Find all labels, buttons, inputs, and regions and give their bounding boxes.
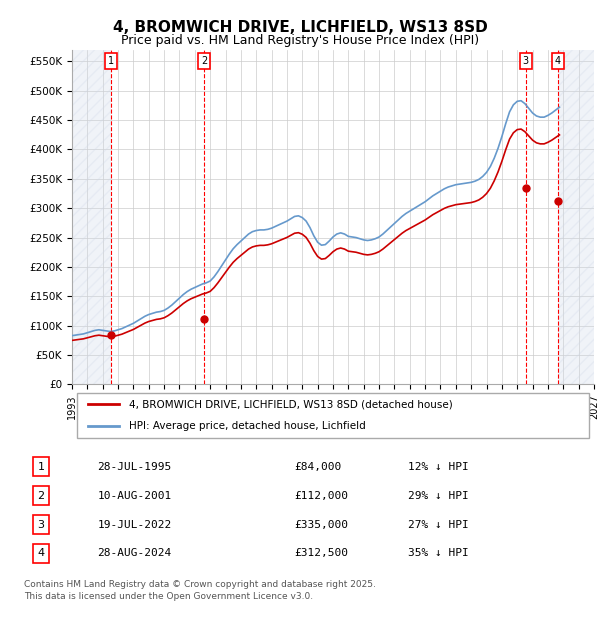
Text: 2: 2 <box>201 56 208 66</box>
Bar <box>558 50 594 384</box>
Text: 19-JUL-2022: 19-JUL-2022 <box>97 520 172 529</box>
Text: HPI: Average price, detached house, Lichfield: HPI: Average price, detached house, Lich… <box>130 422 366 432</box>
Text: 29% ↓ HPI: 29% ↓ HPI <box>407 490 468 500</box>
Text: Contains HM Land Registry data © Crown copyright and database right 2025.
This d: Contains HM Land Registry data © Crown c… <box>24 580 376 601</box>
Text: 4, BROMWICH DRIVE, LICHFIELD, WS13 8SD (detached house): 4, BROMWICH DRIVE, LICHFIELD, WS13 8SD (… <box>130 399 453 409</box>
Text: 4, BROMWICH DRIVE, LICHFIELD, WS13 8SD: 4, BROMWICH DRIVE, LICHFIELD, WS13 8SD <box>113 20 487 35</box>
Text: 1: 1 <box>37 462 44 472</box>
Text: 28-JUL-1995: 28-JUL-1995 <box>97 462 172 472</box>
Text: £84,000: £84,000 <box>295 462 342 472</box>
Text: 4: 4 <box>555 56 561 66</box>
Text: Price paid vs. HM Land Registry's House Price Index (HPI): Price paid vs. HM Land Registry's House … <box>121 34 479 46</box>
Text: £312,500: £312,500 <box>295 549 349 559</box>
Text: 27% ↓ HPI: 27% ↓ HPI <box>407 520 468 529</box>
Text: 35% ↓ HPI: 35% ↓ HPI <box>407 549 468 559</box>
Text: 2: 2 <box>37 490 44 500</box>
Text: 12% ↓ HPI: 12% ↓ HPI <box>407 462 468 472</box>
Text: 3: 3 <box>523 56 529 66</box>
FancyBboxPatch shape <box>77 393 589 438</box>
Bar <box>72 50 112 384</box>
Text: £112,000: £112,000 <box>295 490 349 500</box>
Text: 28-AUG-2024: 28-AUG-2024 <box>97 549 172 559</box>
Text: 1: 1 <box>109 56 115 66</box>
Text: 10-AUG-2001: 10-AUG-2001 <box>97 490 172 500</box>
Text: £335,000: £335,000 <box>295 520 349 529</box>
Text: 4: 4 <box>37 549 44 559</box>
Text: 3: 3 <box>37 520 44 529</box>
